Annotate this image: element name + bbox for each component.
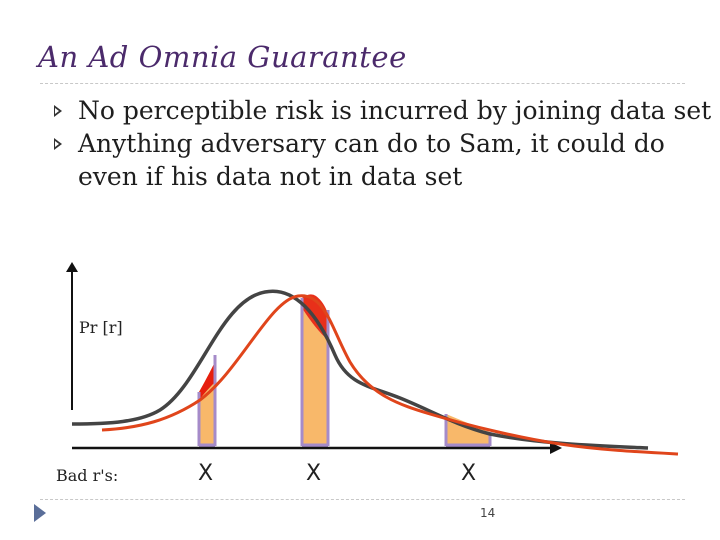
- bar-outlines: [197, 298, 492, 449]
- curve-with-data: [71, 289, 649, 450]
- slide-title: An Ad Omnia Guarantee: [38, 40, 407, 74]
- bad-outputs-label: Bad r's:: [56, 466, 119, 485]
- y-axis: [66, 262, 78, 410]
- bad-output-marker: X: [306, 461, 322, 486]
- y-axis-label: Pr [r]: [79, 318, 123, 337]
- bullet-text: Anything adversary can do to Sam, it cou…: [78, 129, 665, 191]
- title-divider: [40, 83, 685, 84]
- bullet-item: Anything adversary can do to Sam, it cou…: [44, 127, 714, 193]
- curve-without-data: [101, 294, 679, 456]
- footer-divider: [40, 499, 685, 500]
- page-number: 14: [480, 506, 496, 520]
- bullet-arrow-icon: [54, 105, 62, 117]
- bad-output-bar: [302, 308, 328, 446]
- bullet-list: No perceptible risk is incurred by joini…: [44, 94, 714, 193]
- bullet-text: No perceptible risk is incurred by joini…: [78, 96, 712, 125]
- next-slide-icon[interactable]: [34, 504, 46, 522]
- bad-output-marker: X: [198, 461, 214, 486]
- probability-gap: [199, 362, 215, 400]
- bullet-arrow-icon: [54, 138, 62, 150]
- bullet-item: No perceptible risk is incurred by joini…: [44, 94, 714, 127]
- x-axis: [72, 442, 562, 454]
- bad-output-marker: X: [461, 461, 477, 486]
